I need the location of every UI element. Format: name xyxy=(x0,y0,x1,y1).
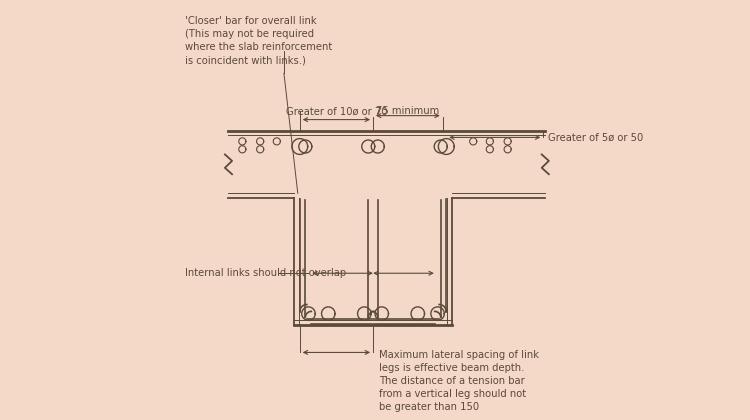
Text: 75 minimum: 75 minimum xyxy=(376,106,440,116)
Text: Internal links should not overlap: Internal links should not overlap xyxy=(185,268,346,278)
Text: Greater of 5ø or 50: Greater of 5ø or 50 xyxy=(548,132,644,142)
Text: 'Closer' bar for overall link
(This may not be required
where the slab reinforce: 'Closer' bar for overall link (This may … xyxy=(185,16,332,66)
Text: Greater of 10ø or 70: Greater of 10ø or 70 xyxy=(286,107,387,117)
Text: Maximum lateral spacing of link
legs is effective beam depth.
The distance of a : Maximum lateral spacing of link legs is … xyxy=(379,350,539,412)
